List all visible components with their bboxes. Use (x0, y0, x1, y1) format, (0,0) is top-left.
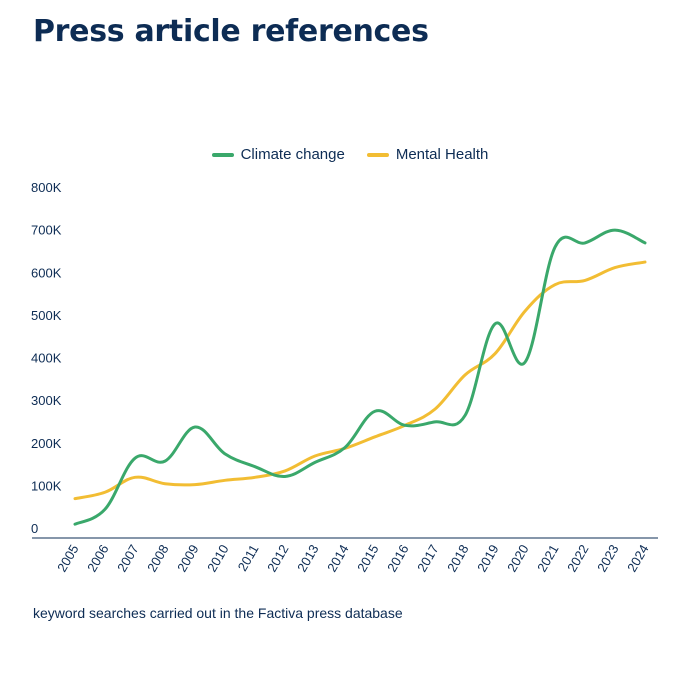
x-tick-label: 2020 (504, 542, 531, 575)
legend-item-climate-change[interactable]: Climate change (211, 146, 345, 163)
y-tick-label: 800K (31, 180, 62, 195)
x-tick-label: 2012 (264, 542, 291, 575)
y-tick-label: 200K (31, 436, 62, 451)
chart-title: Press article references (33, 14, 429, 49)
x-tick-label: 2024 (624, 542, 651, 575)
x-tick-label: 2013 (294, 542, 321, 575)
x-tick-label: 2015 (354, 542, 381, 575)
legend-label-climate-change: Climate change (240, 146, 345, 163)
x-tick-label: 2021 (534, 542, 561, 575)
legend-swatch-mental-health (366, 152, 389, 157)
y-tick-label: 0 (31, 521, 38, 536)
x-tick-label: 2014 (324, 542, 351, 575)
legend-swatch-climate-change (211, 152, 234, 157)
x-tick-label: 2011 (235, 542, 262, 574)
y-tick-label: 600K (31, 265, 62, 280)
x-tick-label: 2022 (564, 542, 591, 575)
series-line-mental-health (73, 260, 647, 501)
y-tick-label: 100K (31, 478, 62, 493)
x-tick-label: 2010 (204, 542, 231, 575)
x-tick-label: 2023 (594, 542, 621, 575)
x-tick-label: 2017 (414, 542, 441, 575)
x-tick-label: 2006 (84, 542, 111, 575)
y-tick-label: 700K (31, 223, 62, 238)
series-line-climate-change (73, 228, 647, 526)
chart-footnote: keyword searches carried out in the Fact… (33, 605, 403, 621)
x-tick-label: 2018 (444, 542, 471, 575)
y-tick-label: 500K (31, 308, 62, 323)
x-tick-label: 2005 (54, 542, 81, 575)
x-tick-label: 2008 (144, 542, 171, 575)
chart-legend: Climate change Mental Health (0, 146, 700, 163)
x-tick-label: 2007 (114, 542, 141, 575)
y-tick-label: 400K (31, 351, 62, 366)
legend-item-mental-health[interactable]: Mental Health (366, 146, 489, 163)
x-tick-label: 2009 (174, 542, 201, 575)
legend-label-mental-health: Mental Health (395, 146, 489, 163)
y-tick-label: 300K (31, 393, 62, 408)
x-tick-label: 2016 (384, 542, 411, 575)
x-tick-label: 2019 (474, 542, 501, 575)
